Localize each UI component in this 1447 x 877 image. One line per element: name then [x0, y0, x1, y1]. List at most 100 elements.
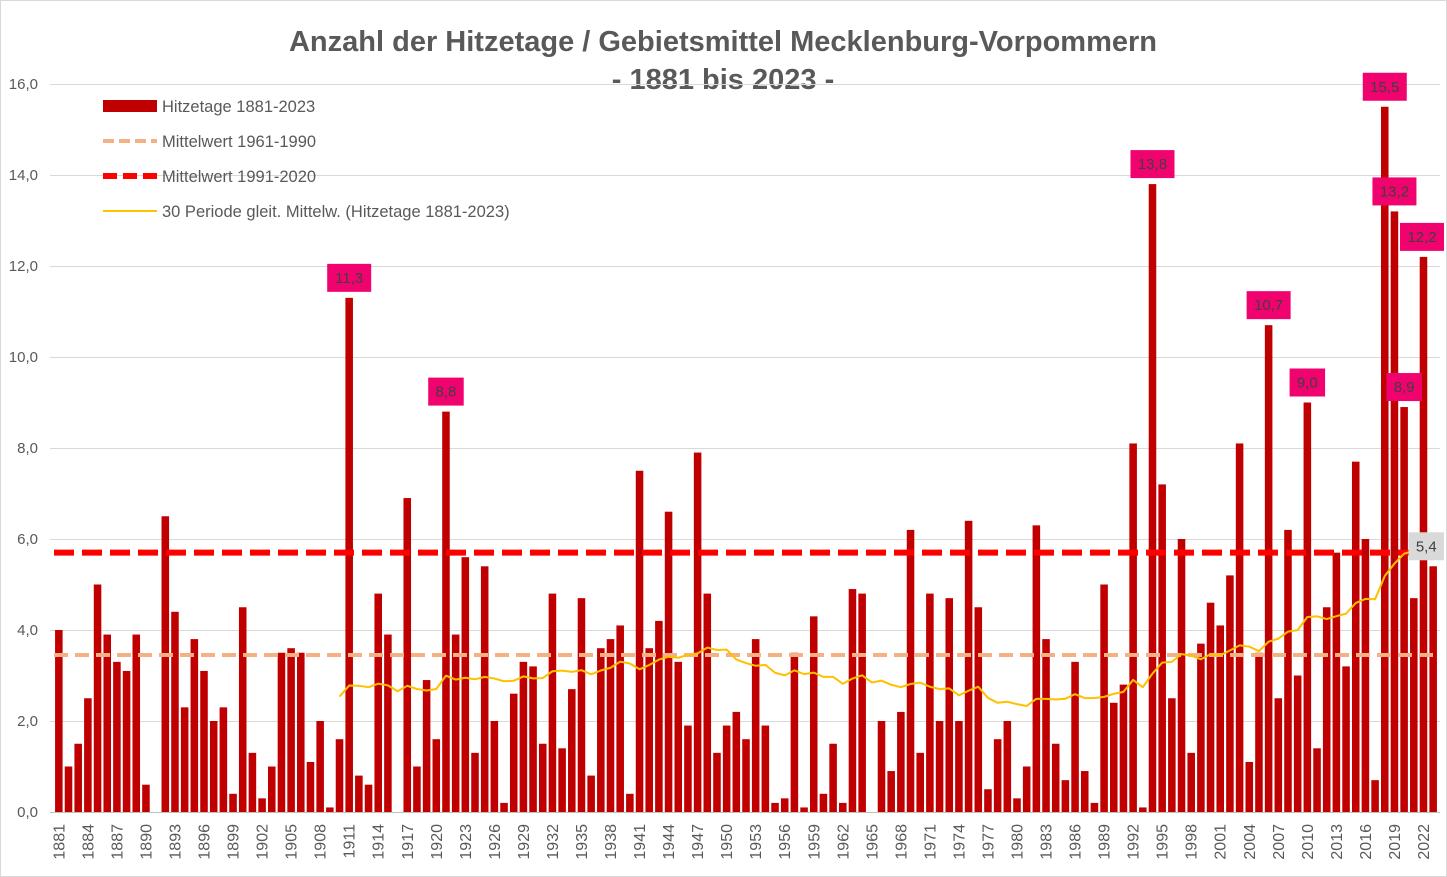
bar-1924 — [471, 752, 479, 812]
bar-1962 — [839, 802, 847, 812]
bar-1892 — [161, 516, 170, 812]
bar-2009 — [1293, 675, 1302, 812]
bar-1933 — [558, 748, 566, 812]
y-tick-label: 6,0 — [17, 531, 38, 548]
bar-1984 — [1051, 743, 1060, 812]
bar-1942 — [645, 648, 653, 812]
bar-1988 — [1090, 802, 1099, 812]
bar-1955 — [771, 802, 779, 812]
bar-2003 — [1235, 443, 1244, 812]
bar-1998 — [1187, 752, 1195, 812]
bar-1884 — [84, 698, 92, 812]
reference-lines — [54, 549, 1438, 658]
bar-1940 — [626, 793, 634, 812]
x-tick-label: 1965 — [864, 824, 881, 860]
bar-1944 — [664, 511, 673, 812]
data-label-box — [1362, 72, 1407, 101]
bar-1926 — [490, 721, 499, 812]
bar-1979 — [1003, 721, 1012, 812]
x-tick-label: 2013 — [1329, 824, 1346, 860]
x-tick-label: 1929 — [516, 824, 533, 860]
x-tick-label: 1962 — [835, 824, 852, 860]
bar-1952 — [742, 739, 750, 812]
bar-1949 — [713, 752, 721, 812]
bar-1981 — [1022, 766, 1031, 812]
x-tick-label: 1932 — [545, 824, 562, 860]
bar-1947 — [693, 452, 702, 812]
bar-1908 — [316, 721, 324, 812]
x-tick-label: 1983 — [1039, 824, 1056, 860]
bar-1881 — [55, 630, 63, 812]
bar-1907 — [306, 761, 315, 812]
bar-1950 — [722, 725, 731, 812]
bar-2006 — [1264, 325, 1273, 812]
bar-1989 — [1100, 584, 1108, 812]
y-axis-labels: 0,0 2,0 4,0 6,0 8,0 10,0 12,0 14,0 16,0 — [9, 76, 38, 821]
bar-1995 — [1158, 484, 1166, 812]
data-label-box — [1400, 222, 1444, 251]
x-tick-label: 1899 — [226, 824, 243, 860]
bar-1905 — [287, 648, 295, 812]
bar-1961 — [829, 743, 837, 812]
bar-1928 — [509, 693, 518, 812]
bar-1964 — [858, 593, 866, 812]
bar-1957 — [790, 652, 799, 812]
legend-label-mean-1961-1990: Mittelwert 1961-1990 — [162, 133, 316, 151]
x-tick-label: 1920 — [429, 824, 446, 860]
bar-1939 — [616, 625, 624, 812]
bar-1922 — [451, 634, 460, 812]
bar-1886 — [103, 634, 112, 812]
x-tick-label: 2004 — [1242, 824, 1259, 860]
bar-1991 — [1119, 684, 1128, 812]
x-tick-label: 1998 — [1184, 824, 1201, 860]
bar-1946 — [684, 725, 692, 812]
x-tick-label: 1986 — [1068, 824, 1085, 860]
x-axis-labels: 1881 1884 1887 1890 1893 1896 1899 1902 1905 1908… — [51, 824, 1433, 860]
bar-1910 — [335, 739, 344, 812]
x-tick-label: 1974 — [951, 824, 968, 860]
bar-1953 — [751, 639, 760, 812]
bar-1903 — [267, 766, 276, 812]
x-tick-label: 1956 — [777, 824, 794, 860]
bar-1912 — [355, 775, 363, 812]
bar-2012 — [1322, 607, 1331, 812]
data-label-2019: 13,2 — [1372, 177, 1417, 206]
bar-1923 — [461, 557, 470, 812]
bar-2014 — [1342, 666, 1350, 812]
x-tick-label: 1971 — [922, 824, 939, 860]
bar-2023 — [1429, 566, 1437, 812]
data-label-1911: 11,3 — [327, 263, 372, 292]
x-tick-label: 1926 — [487, 824, 504, 860]
bar-1934 — [568, 689, 576, 812]
x-tick-label: 2022 — [1416, 824, 1433, 860]
bar-1936 — [587, 775, 595, 812]
x-tick-label: 1950 — [719, 824, 736, 860]
bar-1974 — [955, 721, 963, 812]
x-tick-label: 1908 — [313, 824, 330, 860]
x-tick-label: 1911 — [342, 824, 359, 859]
x-tick-label: 1992 — [1126, 824, 1143, 860]
bar-2017 — [1371, 780, 1379, 812]
bar-1994 — [1148, 184, 1157, 813]
data-label-value: 12,2 — [1407, 229, 1436, 246]
x-tick-label: 1887 — [109, 824, 126, 860]
bar-1978 — [993, 739, 1002, 812]
bar-1986 — [1071, 661, 1079, 812]
data-label-value: 5,4 — [1416, 538, 1437, 555]
bar-2000 — [1206, 602, 1215, 812]
x-tick-label: 1959 — [806, 824, 823, 860]
x-tick-label: 2019 — [1387, 824, 1404, 860]
bar-2010 — [1303, 402, 1312, 812]
bar-2018 — [1380, 106, 1389, 812]
bar-1969 — [906, 529, 915, 812]
bar-2001 — [1216, 625, 1225, 812]
data-label-2023: 5,4 — [1408, 532, 1444, 561]
y-tick-label: 10,0 — [9, 349, 38, 366]
data-label-value: 11,3 — [335, 270, 363, 287]
x-tick-label: 1923 — [458, 824, 475, 860]
data-label-2018: 15,5 — [1362, 72, 1407, 101]
bar-1887 — [113, 661, 121, 812]
data-label-2022: 12,2 — [1400, 222, 1444, 251]
data-label-2020: 8,9 — [1386, 373, 1422, 402]
bar-1896 — [200, 670, 208, 812]
